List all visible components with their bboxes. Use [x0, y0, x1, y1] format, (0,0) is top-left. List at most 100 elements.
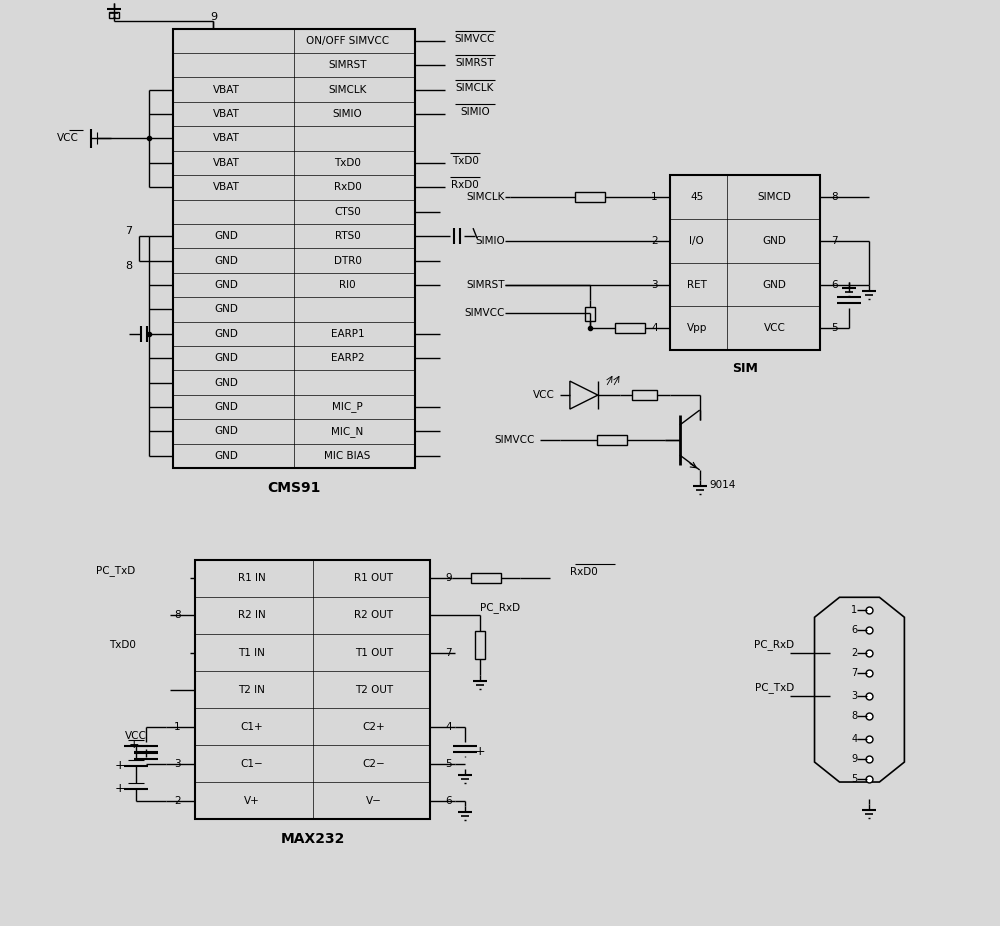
Text: C1+: C1+: [240, 721, 263, 732]
Text: RET: RET: [687, 280, 707, 290]
Bar: [597, 435, 627, 445]
Text: SIMIO: SIMIO: [475, 236, 505, 246]
Bar: [575, 193, 605, 202]
Text: MIC BIAS: MIC BIAS: [324, 451, 371, 461]
Text: RI0: RI0: [339, 280, 356, 290]
Text: GND: GND: [215, 280, 239, 290]
Text: R2 IN: R2 IN: [238, 610, 266, 620]
Text: 4: 4: [445, 721, 452, 732]
Text: +: +: [475, 745, 485, 758]
Text: VBAT: VBAT: [213, 109, 240, 119]
Bar: [471, 573, 501, 583]
Text: 2: 2: [651, 236, 658, 246]
Text: T1 OUT: T1 OUT: [355, 647, 393, 657]
Bar: [615, 323, 645, 333]
Text: R2 OUT: R2 OUT: [354, 610, 393, 620]
Text: VCC: VCC: [533, 390, 555, 400]
Text: V+: V+: [244, 796, 260, 806]
Text: EARP1: EARP1: [331, 329, 364, 339]
Text: SIMCLK: SIMCLK: [467, 193, 505, 202]
Text: 7: 7: [125, 226, 132, 236]
Text: CMS91: CMS91: [268, 481, 321, 495]
Text: +: +: [114, 782, 125, 795]
Text: 9014: 9014: [710, 480, 736, 490]
Text: 8: 8: [174, 610, 180, 620]
Text: GND: GND: [763, 280, 787, 290]
Text: GND: GND: [215, 232, 239, 241]
Text: 4: 4: [851, 733, 857, 744]
Text: GND: GND: [215, 426, 239, 436]
Text: RxD0: RxD0: [451, 181, 479, 191]
Text: CTS0: CTS0: [334, 206, 361, 217]
Text: +: +: [128, 738, 139, 751]
Text: T2 OUT: T2 OUT: [355, 684, 393, 694]
Text: 5: 5: [832, 323, 838, 333]
Text: GND: GND: [215, 378, 239, 388]
Text: GND: GND: [215, 353, 239, 363]
Text: TxD0: TxD0: [109, 640, 136, 649]
Text: 3: 3: [651, 280, 658, 290]
Text: GND: GND: [215, 402, 239, 412]
Text: SIMCLK: SIMCLK: [328, 84, 367, 94]
Text: 9: 9: [851, 754, 857, 764]
Text: 45: 45: [690, 193, 703, 202]
Text: EARP2: EARP2: [331, 353, 364, 363]
Text: 3: 3: [851, 691, 857, 701]
Text: SIMRST: SIMRST: [456, 58, 494, 69]
Text: 3: 3: [174, 758, 180, 769]
Text: +: +: [114, 759, 125, 772]
Text: 5: 5: [445, 758, 452, 769]
Text: 9: 9: [210, 12, 217, 21]
Text: V−: V−: [366, 796, 382, 806]
Text: C2−: C2−: [362, 758, 385, 769]
Text: VCC: VCC: [125, 731, 146, 741]
Text: VBAT: VBAT: [213, 158, 240, 168]
Text: R1 IN: R1 IN: [238, 573, 266, 583]
Text: VCC: VCC: [764, 323, 786, 333]
Text: 1: 1: [174, 721, 180, 732]
Bar: [475, 632, 485, 659]
Text: Vpp: Vpp: [687, 323, 707, 333]
Text: 6: 6: [445, 796, 452, 806]
Text: 7: 7: [445, 647, 452, 657]
Text: SIMVCC: SIMVCC: [455, 34, 495, 44]
Text: RxD0: RxD0: [334, 182, 361, 193]
Text: 2: 2: [851, 647, 857, 657]
Text: SIMCLK: SIMCLK: [456, 82, 494, 93]
Bar: [670, 175, 820, 350]
Text: SIMIO: SIMIO: [460, 107, 490, 117]
Bar: [109, 12, 119, 18]
Text: ON/OFF SIMVCC: ON/OFF SIMVCC: [306, 36, 389, 46]
Text: 5: 5: [851, 773, 857, 783]
Text: SIMVCC: SIMVCC: [495, 435, 535, 445]
Text: R1 OUT: R1 OUT: [354, 573, 393, 583]
Text: 6: 6: [851, 625, 857, 634]
Text: SIMIO: SIMIO: [333, 109, 362, 119]
Text: GND: GND: [215, 305, 239, 314]
Text: MIC_P: MIC_P: [332, 402, 363, 412]
Text: 1: 1: [651, 193, 658, 202]
Text: 1: 1: [851, 605, 857, 615]
Text: VBAT: VBAT: [213, 182, 240, 193]
Text: GND: GND: [215, 256, 239, 266]
Text: MIC_N: MIC_N: [331, 426, 364, 437]
Text: GND: GND: [215, 451, 239, 461]
Text: 8: 8: [851, 710, 857, 720]
Text: SIMRST: SIMRST: [328, 60, 367, 70]
Text: 8: 8: [832, 193, 838, 202]
Bar: [585, 307, 595, 321]
Bar: [632, 390, 657, 400]
Text: TxD0: TxD0: [334, 158, 361, 168]
Text: PC_TxD: PC_TxD: [755, 682, 795, 694]
Text: TxD0: TxD0: [452, 156, 478, 166]
Text: T1 IN: T1 IN: [238, 647, 265, 657]
Text: MAX232: MAX232: [281, 832, 345, 846]
Text: SIM: SIM: [732, 362, 758, 375]
Text: 2: 2: [174, 796, 180, 806]
Text: 4: 4: [651, 323, 658, 333]
Text: DTR0: DTR0: [334, 256, 361, 266]
Text: 7: 7: [851, 668, 857, 678]
Text: PC_RxD: PC_RxD: [754, 639, 795, 650]
Text: PC_TxD: PC_TxD: [96, 565, 136, 576]
Text: 8: 8: [125, 260, 132, 270]
